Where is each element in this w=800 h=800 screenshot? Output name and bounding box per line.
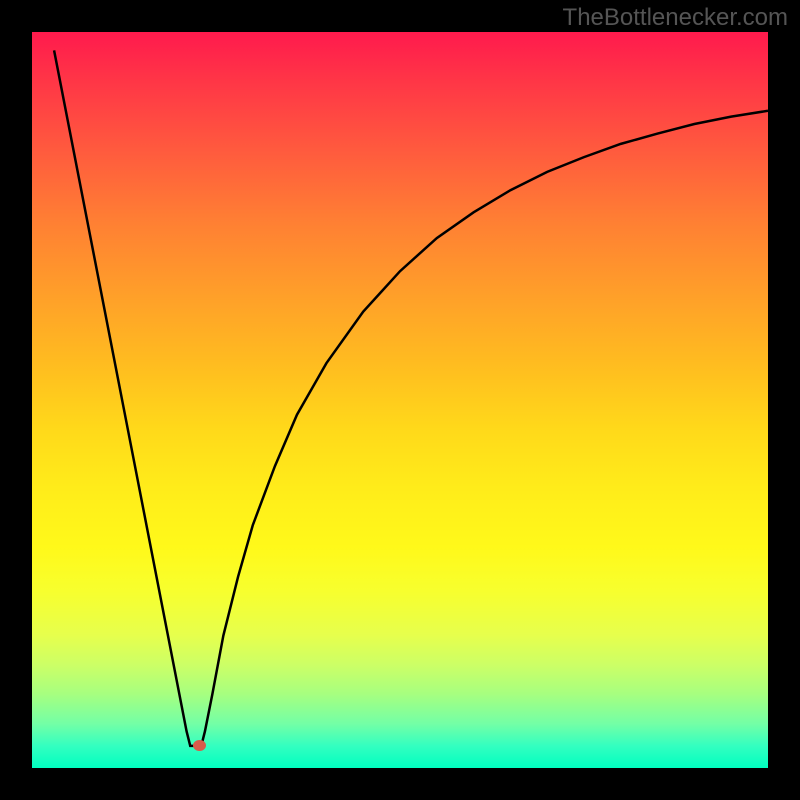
curve-path [54,50,768,746]
line-curve [32,32,768,768]
watermark-text: TheBottlenecker.com [563,4,788,32]
chart-container: TheBottlenecker.com [0,0,800,800]
plot-area [32,32,768,768]
